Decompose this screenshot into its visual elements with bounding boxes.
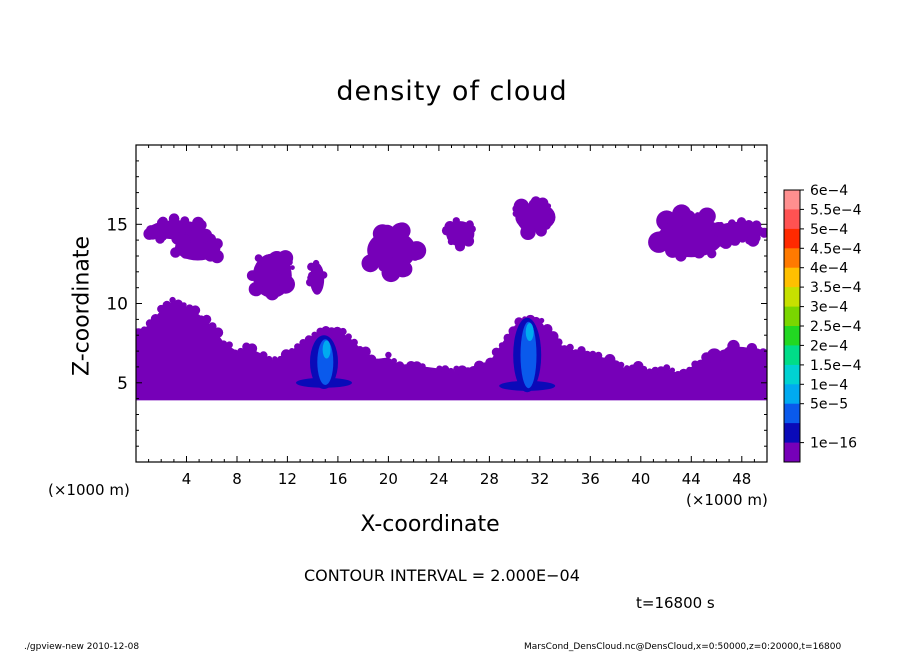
upper-cloud [648,204,733,262]
x-tick-label: 8 [232,470,242,488]
contour-interval-note: CONTOUR INTERVAL = 2.000E−04 [304,566,580,585]
chart-title: density of cloud [336,76,568,107]
upper-cloud [512,196,556,240]
x-unit-left: (×1000 m) [48,481,130,499]
colorbar-label: 6e−4 [810,183,848,199]
x-unit-right: (×1000 m) [686,491,768,509]
y-tick-label: 10 [106,295,128,315]
upper-cloud [306,259,328,295]
y-axis-label: Z-coordinate [69,236,95,376]
colorbar-swatch [784,190,800,210]
colorbar-swatch [784,306,800,327]
colorbar-label: 4e−4 [810,261,848,277]
colorbar-label: 4.5e−4 [810,241,862,257]
colorbar-swatch [784,248,800,269]
x-tick-label: 48 [732,470,751,488]
colorbar-label: 5e−4 [810,222,848,238]
colorbar-swatch [784,364,800,385]
upper-cloud [361,222,427,283]
cloud-base [136,389,767,401]
colorbar-swatch [784,209,800,230]
x-tick-label: 12 [278,470,297,488]
colorbar-swatch [784,384,800,405]
x-tick-label: 40 [631,470,650,488]
convective-core [499,317,556,393]
colorbar-swatch [784,403,800,424]
x-tick-label: 44 [682,470,701,488]
x-tick-label: 20 [379,470,398,488]
x-tick-label: 32 [530,470,549,488]
time-label: t=16800 s [636,594,715,612]
colorbar-swatch [784,345,800,366]
lower-cloud-deck [136,300,767,401]
colorbar-label: 1e−16 [810,436,857,452]
colorbar-label: 2.5e−4 [810,319,862,335]
colorbar-label: 1.5e−4 [810,358,862,374]
colorbar-swatch [784,442,800,463]
x-tick-label: 4 [182,470,192,488]
colorbar-label: 5e−5 [810,397,848,413]
colorbar-label: 3e−4 [810,300,848,316]
colorbar-swatch [784,287,800,307]
colorbar-swatch [784,423,800,443]
colorbar-label: 5.5e−4 [810,202,862,218]
colorbar-swatch [784,228,800,249]
x-axis-label: X-coordinate [360,512,500,537]
convective-core [296,335,352,389]
upper-cloud [441,217,476,252]
upper-cloud [706,339,767,385]
x-tick-label: 28 [480,470,499,488]
colorbar-swatch [784,326,800,346]
footer-left: ./gpview-new 2010-12-08 [24,642,140,652]
footer-right: MarsCond_DensCloud.nc@DensCloud,x=0:5000… [524,642,842,652]
x-tick-label: 16 [328,470,347,488]
colorbar-label: 3.5e−4 [810,280,862,296]
y-tick-label: 5 [117,374,128,394]
cloud-field [136,196,767,401]
upper-cloud [710,217,767,247]
x-tick-label: 36 [581,470,600,488]
upper-cloud [246,250,295,301]
x-tick-label: 24 [429,470,448,488]
plot-frame [135,144,768,463]
colorbar-label: 1e−4 [810,377,848,393]
y-tick-label: 15 [106,215,128,235]
colorbar-label: 2e−4 [810,338,848,354]
colorbar-swatch [784,267,800,288]
upper-cloud [170,227,224,264]
